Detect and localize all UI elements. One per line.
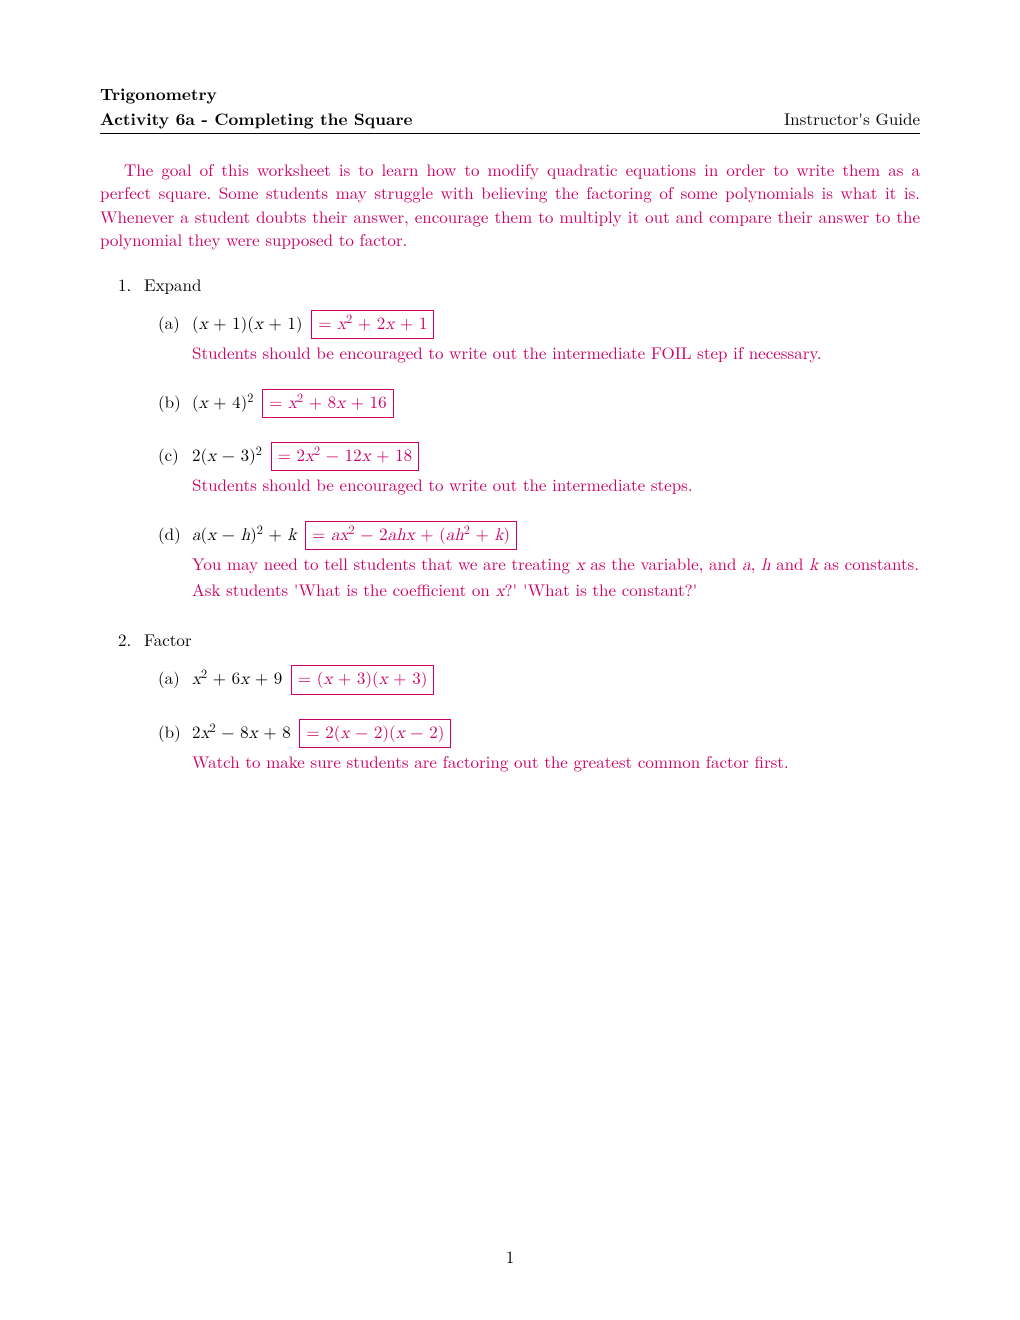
instructor-note: Students should be encouraged to write o… <box>192 341 920 364</box>
sub-1b: (b)(x + 4)2 = x2 + 8x + 16 <box>192 389 920 418</box>
question-1: 1.Expand (a)(x + 1)(x + 1) = x2 + 2x + 1… <box>144 272 920 603</box>
sub-1d: (d)a(x − h)2 + k = ax2 − 2ahx + (ah2 + k… <box>192 521 920 603</box>
course-title: Trigonometry <box>100 82 920 106</box>
sub-list: (a)x2 + 6x + 9 = (x + 3)(x + 3) (b)2x2 −… <box>144 665 920 773</box>
header-row: Activity 6a - Completing the Square Inst… <box>100 106 920 131</box>
question-number: 1. <box>118 272 144 296</box>
sub-label: (a) <box>158 666 192 690</box>
intro-paragraph: The goal of this worksheet is to learn h… <box>100 158 920 252</box>
question-number: 2. <box>118 627 144 651</box>
expression: a(x − h)2 + k <box>192 521 296 545</box>
answer-box: = 2(x − 2)(x − 2) <box>299 719 451 748</box>
sub-label: (a) <box>158 311 192 335</box>
sub-label: (c) <box>158 443 192 467</box>
question-list: 1.Expand (a)(x + 1)(x + 1) = x2 + 2x + 1… <box>100 272 920 774</box>
page-header: Trigonometry Activity 6a - Completing th… <box>100 82 920 134</box>
answer-box: = 2x2 − 12x + 18 <box>271 442 420 471</box>
page-number: 1 <box>0 1244 1020 1268</box>
expression: 2(x − 3)2 <box>192 442 262 466</box>
sub-label: (d) <box>158 522 192 546</box>
question-2: 2.Factor (a)x2 + 6x + 9 = (x + 3)(x + 3)… <box>144 627 920 773</box>
sub-1c: (c)2(x − 3)2 = 2x2 − 12x + 18 Students s… <box>192 442 920 497</box>
answer-box: = x2 + 8x + 16 <box>262 389 394 418</box>
expression: (x + 1)(x + 1) <box>192 310 303 334</box>
sub-label: (b) <box>158 390 192 414</box>
expression: x2 + 6x + 9 <box>192 665 282 689</box>
guide-label: Instructor's Guide <box>784 106 920 130</box>
instructor-note: You may need to tell students that we ar… <box>192 552 920 603</box>
instructor-note: Watch to make sure students are factorin… <box>192 750 920 773</box>
question-title: Factor <box>144 627 192 651</box>
answer-box: = (x + 3)(x + 3) <box>291 665 434 694</box>
answer-box: = x2 + 2x + 1 <box>311 310 434 339</box>
sub-1a: (a)(x + 1)(x + 1) = x2 + 2x + 1 Students… <box>192 310 920 365</box>
expression: (x + 4)2 <box>192 389 253 413</box>
sub-list: (a)(x + 1)(x + 1) = x2 + 2x + 1 Students… <box>144 310 920 603</box>
instructor-note: Students should be encouraged to write o… <box>192 473 920 496</box>
sub-2b: (b)2x2 − 8x + 8 = 2(x − 2)(x − 2) Watch … <box>192 719 920 774</box>
answer-box: = ax2 − 2ahx + (ah2 + k) <box>305 521 517 550</box>
worksheet-page: Trigonometry Activity 6a - Completing th… <box>0 0 1020 773</box>
sub-label: (b) <box>158 720 192 744</box>
question-title: Expand <box>144 272 201 296</box>
sub-2a: (a)x2 + 6x + 9 = (x + 3)(x + 3) <box>192 665 920 694</box>
activity-title: Activity 6a - Completing the Square <box>100 107 412 131</box>
expression: 2x2 − 8x + 8 <box>192 719 291 743</box>
